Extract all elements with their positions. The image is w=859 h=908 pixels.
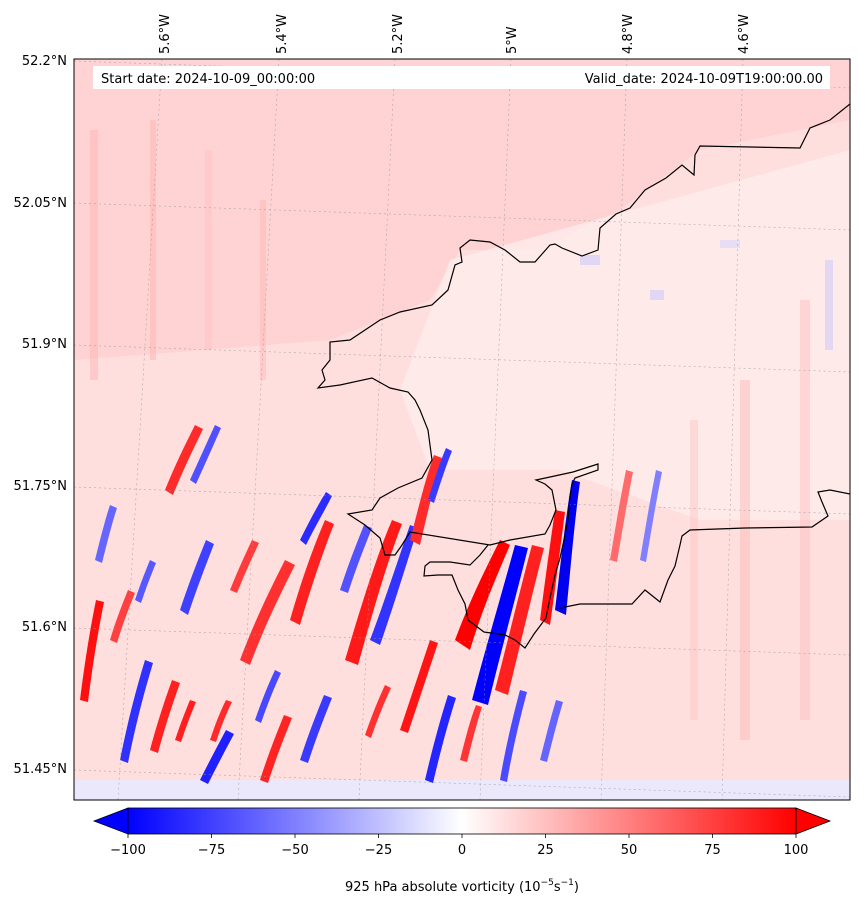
- coastline-north: [316, 103, 850, 649]
- colorbar-tick-label: 50: [621, 843, 638, 858]
- map-panel: Start date: 2024-10-09_00:00:00 Valid_da…: [73, 58, 851, 801]
- colorbar-tick-label: −75: [198, 843, 225, 858]
- lat-tick-label: 51.45°N: [14, 762, 67, 777]
- colorbar-tick-label: 25: [537, 843, 554, 858]
- colorbar-tick-label: 75: [704, 843, 721, 858]
- longitude-labels: 5.6°W 5.4°W 5.2°W 5°W 4.8°W 4.6°W: [158, 14, 752, 54]
- lon-tick-label: 5.2°W: [391, 14, 406, 54]
- colorbar-tick-label: 0: [458, 843, 466, 858]
- vorticity-field: [74, 59, 850, 800]
- lat-tick-label: 51.9°N: [22, 337, 67, 352]
- lat-tick-label: 52.05°N: [14, 196, 67, 211]
- map-frame: [73, 58, 851, 801]
- lat-tick-label: 52.2°N: [22, 54, 67, 69]
- lon-tick-label: 4.6°W: [737, 14, 752, 54]
- graticule: [74, 59, 850, 800]
- lon-tick-label: 4.8°W: [621, 14, 636, 54]
- lat-tick-label: 51.6°N: [22, 620, 67, 635]
- colorbar-ticks: −100 −75 −50 −25 0 25 50 75 100: [110, 834, 808, 858]
- colorbar-tick-label: −50: [281, 843, 308, 858]
- info-box: Start date: 2024-10-09_00:00:00 Valid_da…: [93, 66, 830, 89]
- colorbar-label: 925 hPa absolute vorticity (10−5s−1): [345, 878, 579, 895]
- lat-tick-label: 51.75°N: [14, 479, 67, 494]
- colorbar-tick-label: −25: [365, 843, 392, 858]
- colorbar-tick-label: 100: [784, 843, 809, 858]
- valid-date-label: Valid_date: 2024-10-09T19:00:00.00: [585, 72, 823, 87]
- coastline: [316, 103, 850, 649]
- lon-tick-label: 5°W: [505, 26, 520, 54]
- colorbar-bar: [128, 808, 796, 834]
- lon-tick-label: 5.4°W: [275, 14, 290, 54]
- colorbar-extend-max: [795, 807, 832, 835]
- lon-tick-label: 5.6°W: [158, 14, 173, 54]
- colorbar: −100 −75 −50 −25 0 25 50 75 100 925 hPa absolute…: [92, 807, 832, 895]
- latitude-labels: 52.2°N 52.05°N 51.9°N 51.75°N 51.6°N 51.…: [14, 54, 67, 777]
- coastline-south-east: [559, 489, 850, 609]
- colorbar-extend-min: [92, 807, 129, 835]
- start-date-label: Start date: 2024-10-09_00:00:00: [101, 72, 315, 87]
- colorbar-tick-label: −100: [110, 843, 146, 858]
